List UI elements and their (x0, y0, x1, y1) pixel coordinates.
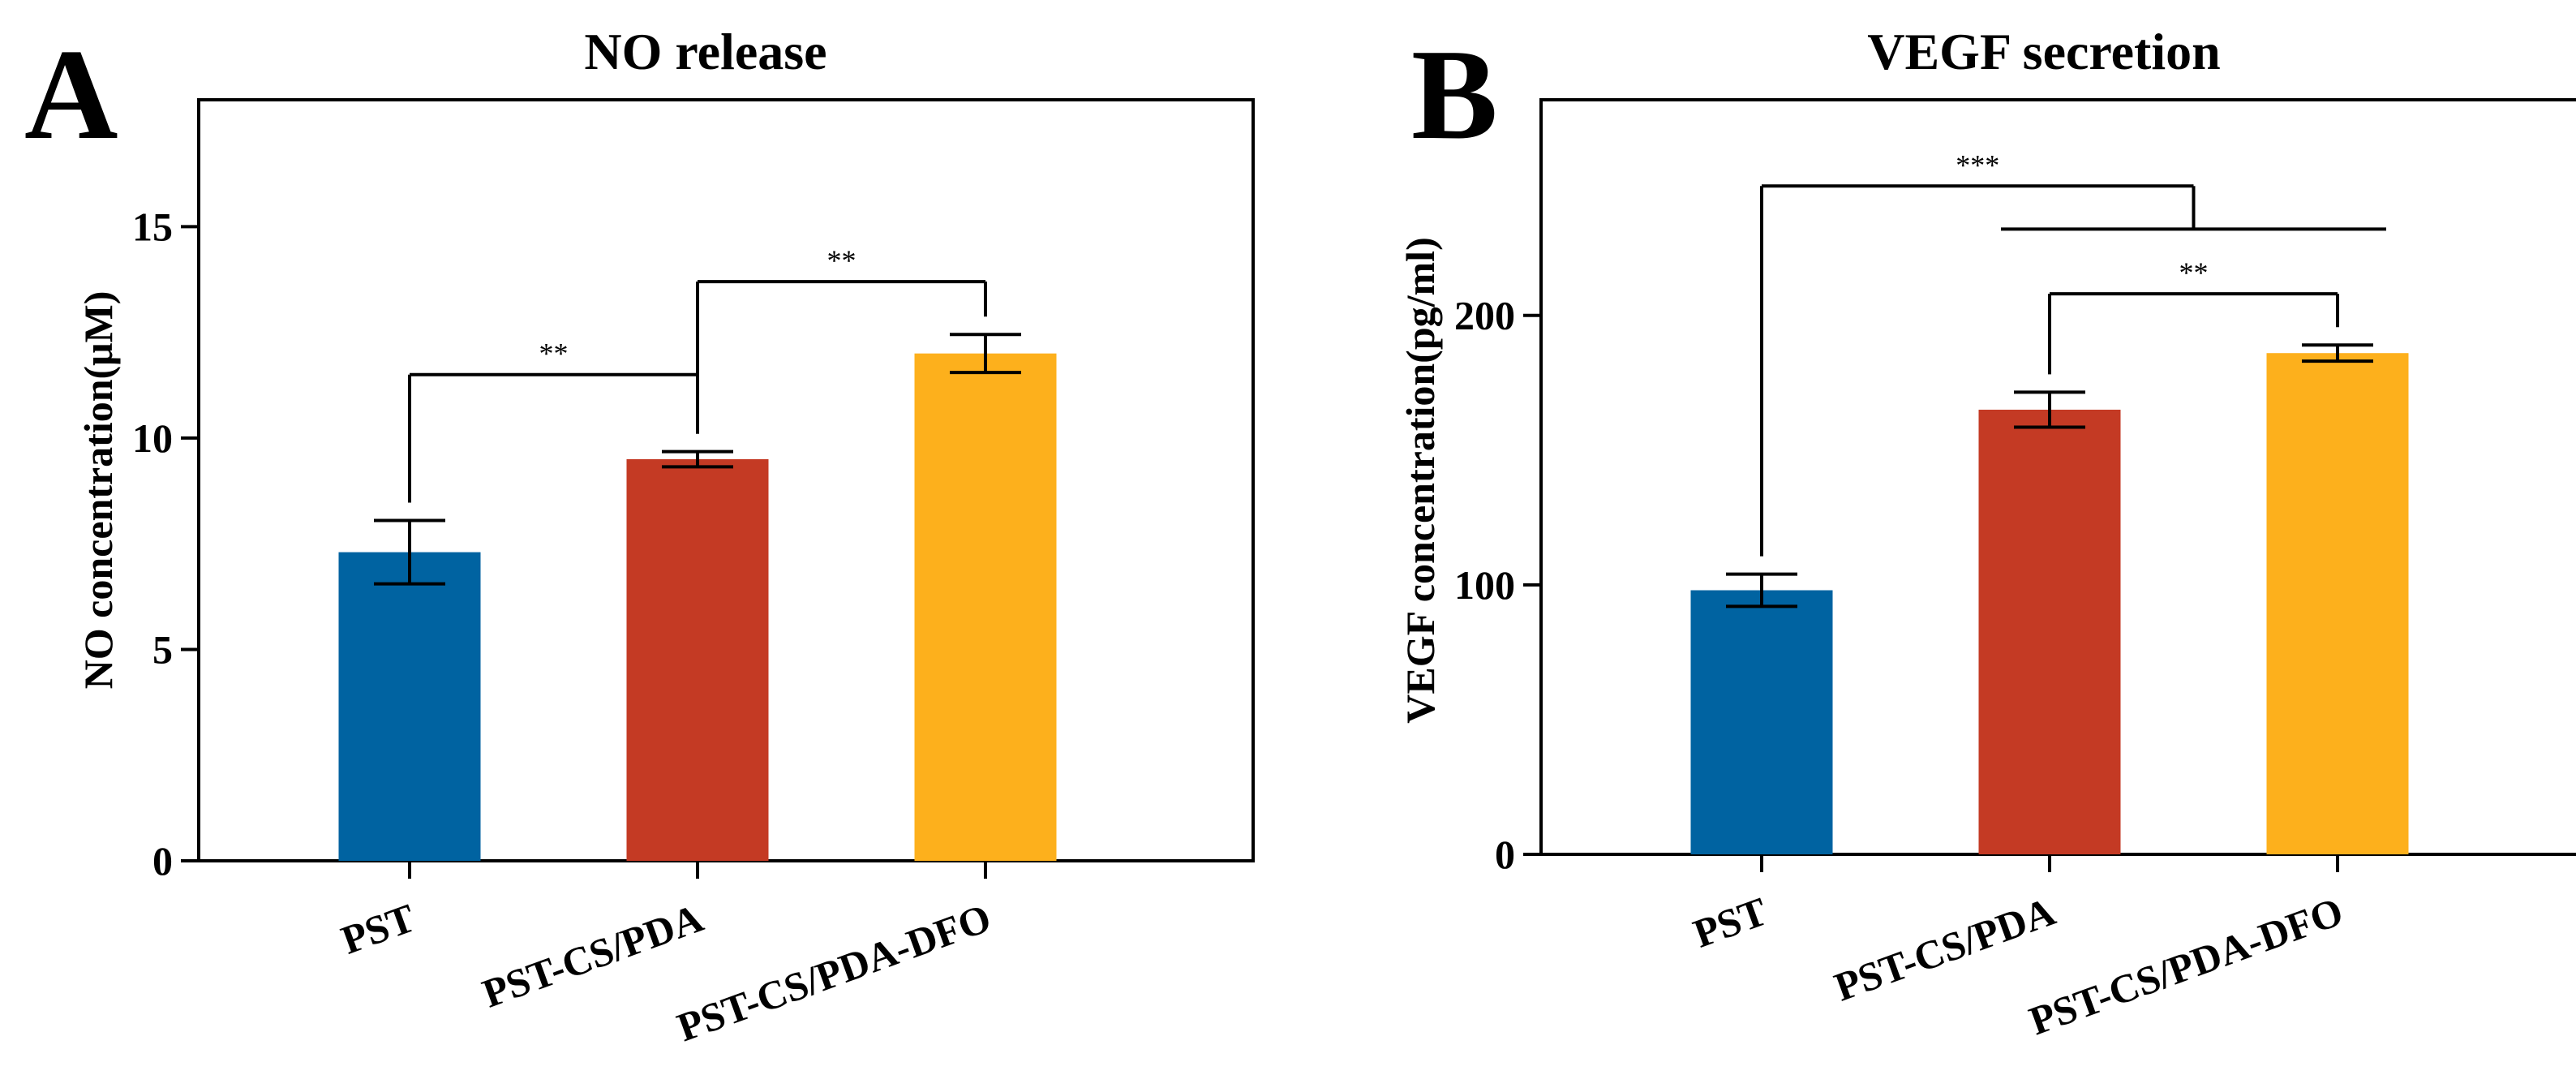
bar-a-0 (338, 552, 481, 861)
category-label-b-0: PST (1687, 888, 1772, 957)
bar-b-2 (2266, 353, 2409, 854)
y-axis-label-b: VEGF concentration(pg/ml) (1397, 237, 1443, 723)
sig-label-a-1: ** (827, 244, 857, 277)
y-tick-label-b-1: 100 (1454, 562, 1515, 608)
category-label-b-1: PST-CS/PDA (1828, 888, 2060, 1010)
y-tick-label-a-1: 5 (152, 626, 173, 672)
y-tick-label-b-0: 0 (1495, 832, 1515, 877)
y-tick-label-a-2: 10 (132, 415, 173, 461)
y-tick-label-b-2: 200 (1454, 293, 1515, 338)
panel-label-a: A (24, 22, 118, 166)
sig-label-b-1: ** (2179, 256, 2209, 289)
category-label-a-0: PST (335, 895, 420, 963)
panel-a-no-release: A NO release NO concentration(μM) 0 5 10 15… (24, 22, 1255, 1051)
bar-a-1 (626, 458, 769, 861)
y-axis-label-a: NO concentration(μM) (75, 291, 121, 690)
chart-title-b: VEGF secretion (1867, 23, 2220, 80)
panel-label-b: B (1411, 22, 1498, 166)
panel-b-vegf-secretion: B VEGF secretion VEGF concentration(pg/m… (1397, 22, 2576, 1043)
chart-title-a: NO release (584, 23, 826, 80)
category-label-a-1: PST-CS/PDA (476, 895, 708, 1017)
bar-b-1 (1978, 409, 2121, 854)
bar-b-0 (1690, 590, 1833, 854)
category-label-a-2: PST-CS/PDA-DFO (672, 895, 997, 1051)
category-label-b-2: PST-CS/PDA-DFO (2024, 888, 2349, 1044)
bar-a-2 (914, 353, 1057, 862)
y-tick-label-a-0: 0 (152, 838, 173, 884)
sig-label-b-0: *** (1956, 148, 1999, 181)
y-tick-label-a-3: 15 (132, 204, 173, 249)
sig-label-a-0: ** (539, 338, 569, 370)
